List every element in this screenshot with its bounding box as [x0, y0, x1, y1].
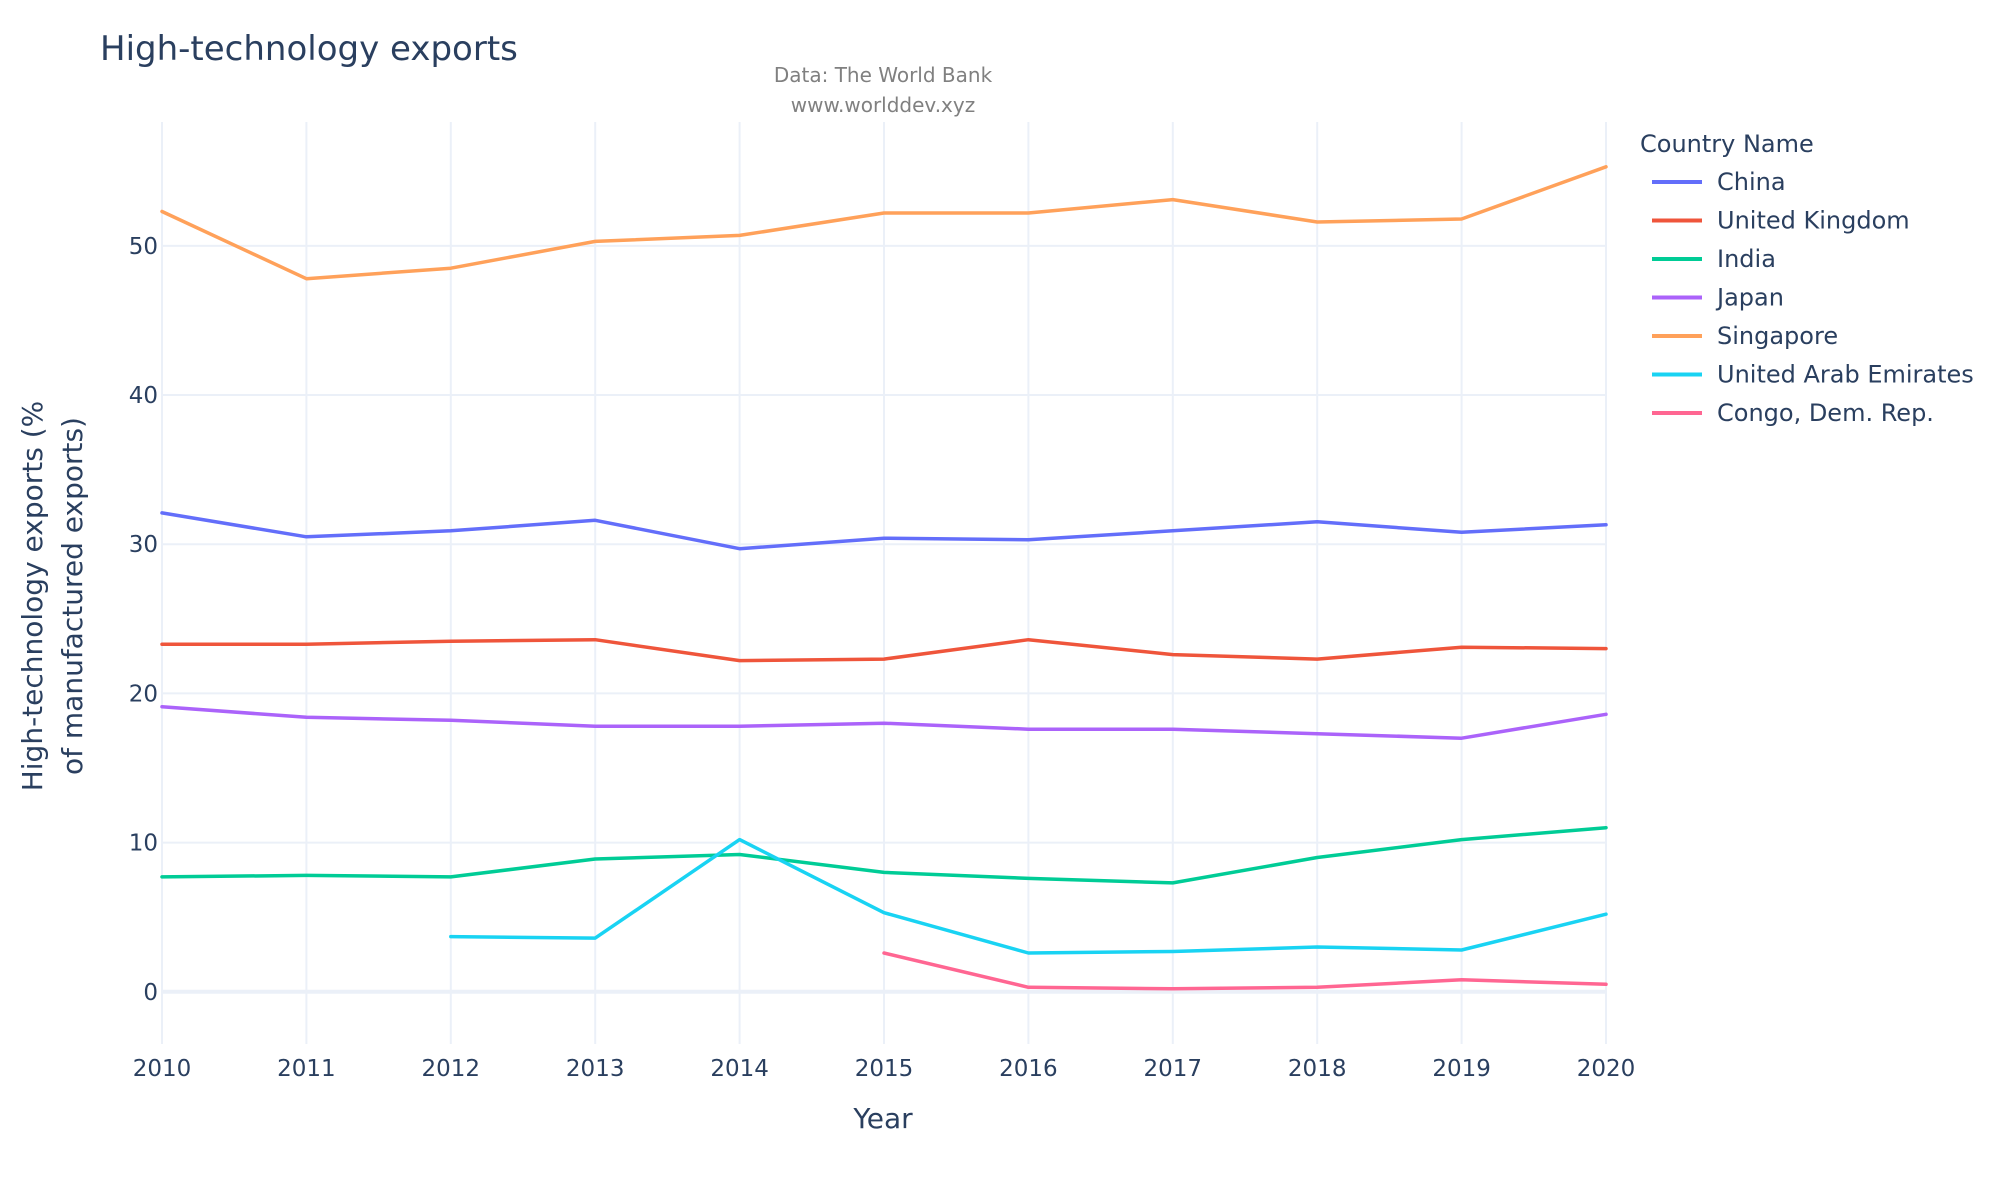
- series-lines: [160, 165, 1608, 991]
- y-tick-label: 0: [143, 980, 158, 1006]
- y-tick-label: 20: [129, 681, 158, 707]
- series-line-china: [160, 511, 1608, 551]
- chart-subtitle-source: Data: The World Bank: [774, 63, 993, 87]
- y-axis-title-line-1: High-technology exports (%: [16, 401, 49, 792]
- x-tick-label: 2011: [277, 1056, 336, 1082]
- x-gridlines: [161, 122, 1607, 1044]
- legend-entry: United Kingdom: [1717, 207, 1910, 235]
- series-line-united-kingdom: [160, 637, 1608, 663]
- chart-title: High-technology exports: [100, 29, 518, 69]
- x-tick-label: 2010: [133, 1056, 192, 1082]
- x-tick-label: 2014: [710, 1056, 769, 1082]
- y-gridlines: [162, 244, 1606, 994]
- y-tick-label: 50: [129, 234, 158, 260]
- x-tick-label: 2012: [422, 1056, 481, 1082]
- legend-entry: Japan: [1715, 284, 1784, 312]
- legend: Country Name China United Kingdom India Jap…: [1640, 130, 1974, 427]
- y-tick-label: 10: [129, 831, 158, 857]
- series-line-congo-dem-rep: [882, 951, 1608, 991]
- x-axis-title: Year: [852, 1102, 913, 1135]
- x-tick-label: 2019: [1432, 1056, 1491, 1082]
- y-tick-label: 30: [129, 532, 158, 558]
- x-axis-ticks: 2010 2011 2012 2013 2014 2015 2016 2017 2018 2019…: [133, 1056, 1636, 1082]
- chart-subtitle-url: www.worlddev.xyz: [791, 93, 975, 117]
- series-line-singapore: [160, 165, 1608, 281]
- series-line-united-arab-emirates: [449, 837, 1608, 955]
- y-tick-label: 40: [129, 383, 158, 409]
- legend-entry: Congo, Dem. Rep.: [1717, 399, 1934, 427]
- series-line-japan: [160, 705, 1608, 740]
- x-tick-label: 2013: [566, 1056, 625, 1082]
- x-tick-label: 2016: [999, 1056, 1058, 1082]
- legend-entry: China: [1717, 168, 1786, 196]
- legend-title: Country Name: [1640, 130, 1814, 158]
- legend-entry: United Arab Emirates: [1717, 361, 1974, 389]
- x-tick-label: 2015: [855, 1056, 914, 1082]
- y-axis-title: High-technology exports (% of manufactur…: [16, 401, 89, 792]
- legend-entry: India: [1717, 245, 1776, 273]
- x-tick-label: 2020: [1577, 1056, 1636, 1082]
- x-tick-label: 2018: [1288, 1056, 1347, 1082]
- y-axis-title-line-2: of manufactured exports): [56, 417, 89, 775]
- y-axis-ticks: 0 10 20 30 40 50: [129, 234, 158, 1006]
- series-line-india: [160, 825, 1608, 885]
- legend-entry: Singapore: [1717, 322, 1838, 350]
- x-tick-label: 2017: [1144, 1056, 1203, 1082]
